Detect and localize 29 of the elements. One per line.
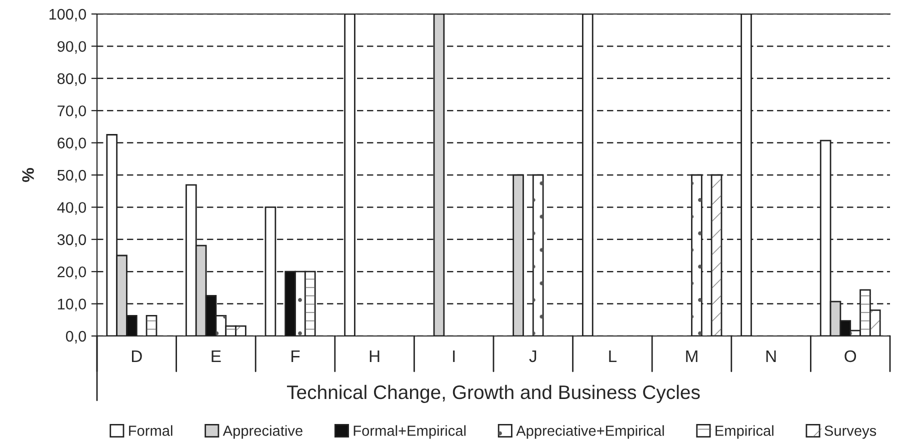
y-tick-label: 60,0 (58, 138, 86, 150)
y-tick-label: 90,0 (58, 41, 86, 54)
legend-label: Empirical (716, 425, 774, 439)
y-tick-label: 40,0 (57, 202, 86, 215)
y-tick-label: 100,0 (50, 8, 86, 22)
y-tick-label: 50,0 (57, 170, 86, 182)
y-axis-title: % (22, 168, 34, 182)
y-tick-label: 80,0 (58, 73, 86, 86)
legend-label: Appreciative (222, 425, 302, 439)
y-tick-label: 10,0 (58, 298, 86, 312)
legend-label: Appreciative+Empirical (516, 425, 664, 439)
x-tick-label: H (370, 350, 380, 362)
x-tick-label: N (766, 350, 776, 362)
x-tick-label: J (529, 350, 536, 362)
legend-label: Formal+Empirical (354, 425, 466, 439)
legend-label: Surveys (824, 426, 876, 439)
x-tick-label: M (686, 350, 698, 362)
x-tick-label: I (453, 350, 455, 362)
y-tick-label: 0,0 (66, 330, 86, 344)
y-tick-label: 70,0 (58, 105, 86, 118)
y-tick-label: 30,0 (57, 234, 86, 247)
x-tick-label: D (132, 350, 142, 362)
x-tick-label: E (212, 350, 221, 362)
x-tick-label: O (844, 350, 856, 362)
x-axis-title: Technical Change, Growth and Business Cycles (286, 384, 700, 403)
x-tick-label: L (609, 350, 617, 362)
x-tick-label: F (292, 350, 300, 362)
y-tick-label: 20,0 (58, 266, 86, 280)
legend-label: Formal (129, 425, 172, 436)
